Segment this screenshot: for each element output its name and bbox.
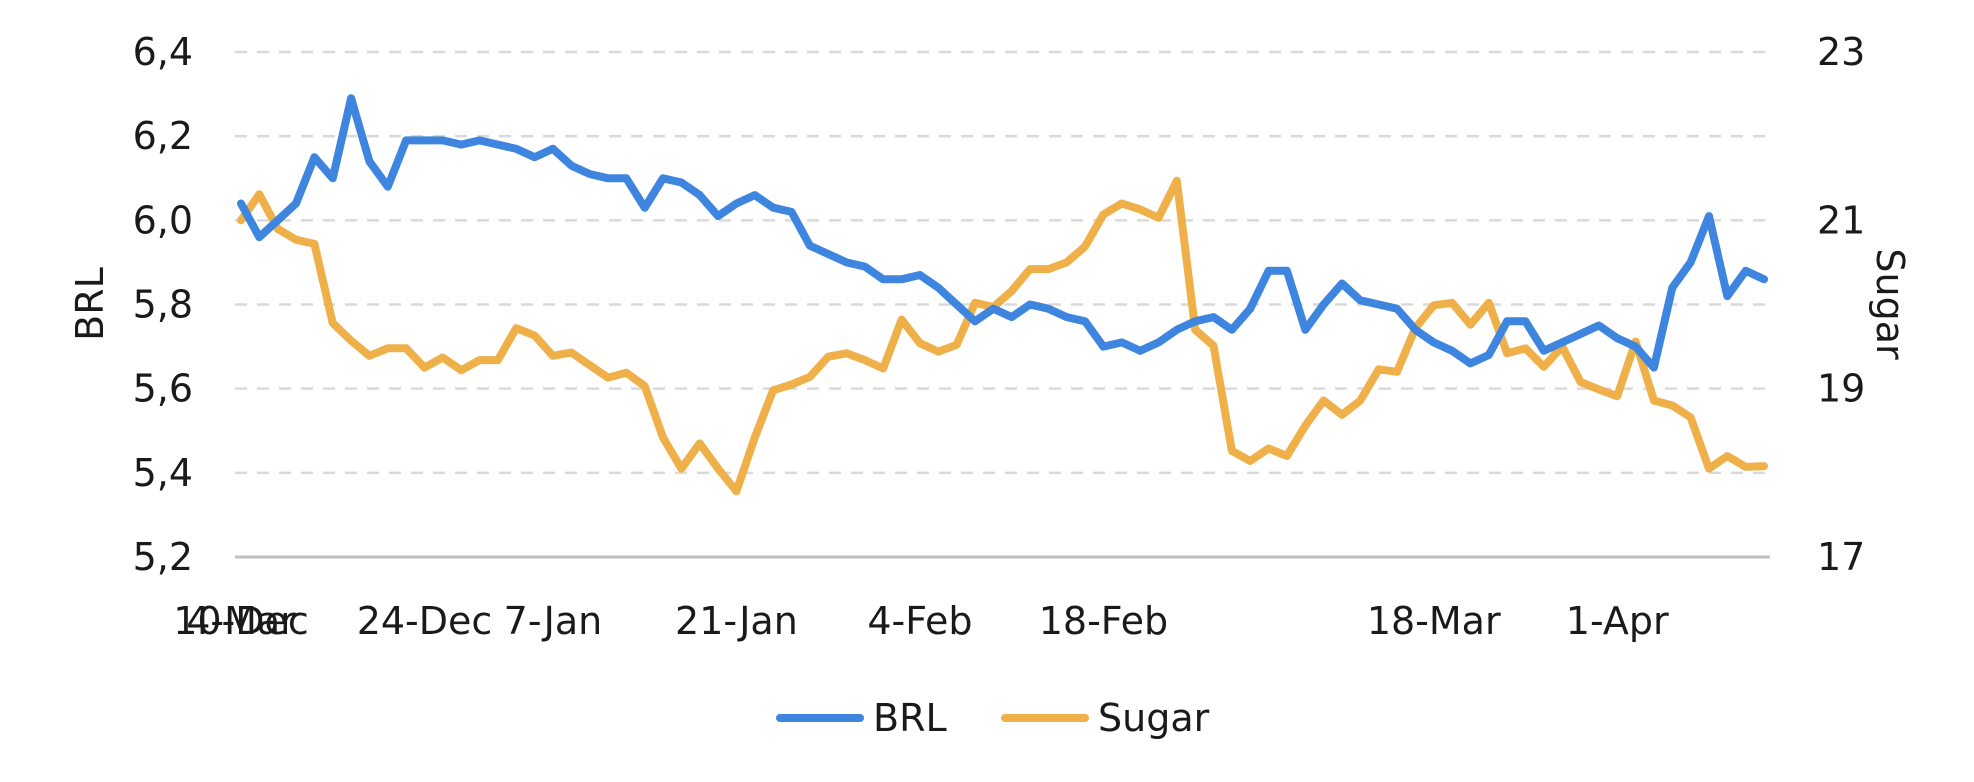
x-tick-label: 1-Apr bbox=[1566, 599, 1669, 643]
left-axis-title: BRL bbox=[68, 267, 112, 341]
right-axis-ticks: 23 21 19 17 bbox=[1817, 30, 1865, 579]
legend-label-sugar: Sugar bbox=[1098, 696, 1210, 740]
right-axis-title: Sugar bbox=[1868, 248, 1912, 360]
left-tick-label: 5,4 bbox=[133, 451, 193, 495]
x-tick-label: 18-Feb bbox=[1039, 599, 1168, 643]
x-tick-label: 24-Dec bbox=[357, 599, 493, 643]
x-tick-label: 4-Feb bbox=[867, 599, 972, 643]
series-line-sugar bbox=[237, 176, 1768, 496]
right-tick-label: 21 bbox=[1817, 198, 1865, 242]
legend-item-sugar: Sugar bbox=[1001, 696, 1210, 740]
legend-label-brl: BRL bbox=[873, 696, 947, 740]
right-tick-label: 23 bbox=[1817, 30, 1865, 74]
x-tick-label: 4-Mar bbox=[186, 599, 296, 643]
left-tick-label: 6,4 bbox=[133, 30, 193, 74]
left-tick-label: 5,6 bbox=[133, 367, 193, 411]
x-tick-label: 10-Dec bbox=[173, 599, 309, 643]
left-tick-label: 5,2 bbox=[133, 535, 193, 579]
legend-item-brl: BRL bbox=[776, 696, 947, 740]
left-axis-ticks: 6,4 6,2 6,0 5,8 5,6 5,4 5,2 bbox=[133, 30, 193, 579]
series-line-brl bbox=[237, 94, 1768, 372]
x-tick-label: 18-Mar bbox=[1367, 599, 1501, 643]
left-tick-label: 5,8 bbox=[133, 283, 193, 327]
right-tick-label: 19 bbox=[1817, 367, 1865, 411]
legend: BRL Sugar bbox=[776, 696, 1210, 740]
right-tick-label: 17 bbox=[1817, 535, 1865, 579]
grid-lines bbox=[235, 50, 1770, 559]
x-tick-label: 21-Jan bbox=[675, 599, 798, 643]
left-tick-label: 6,0 bbox=[133, 198, 193, 242]
left-tick-label: 6,2 bbox=[133, 114, 193, 158]
x-axis-ticks: 10-Dec 24-Dec 7-Jan 21-Jan 4-Feb 18-Feb 4-Mar 1… bbox=[173, 599, 1669, 643]
x-tick-label: 7-Jan bbox=[504, 599, 603, 643]
series-lines bbox=[237, 94, 1768, 496]
